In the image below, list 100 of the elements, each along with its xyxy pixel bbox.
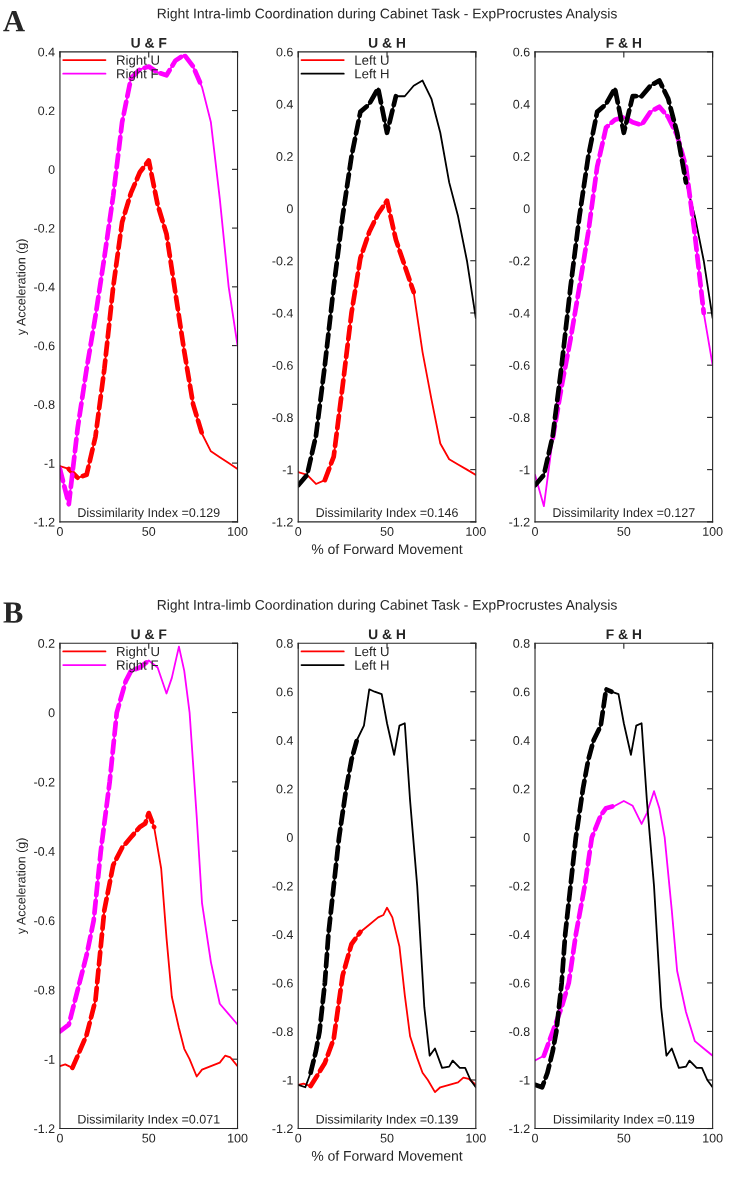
annotation: Dissimilarity Index =0.071 — [78, 1114, 220, 1127]
annotation: Dissimilarity Index =0.119 — [553, 1114, 695, 1127]
y-tick-label: -1 — [44, 459, 55, 468]
x-tick-label: 0 — [532, 527, 539, 536]
legend-label: Left U — [355, 55, 389, 65]
y-tick-label: 0.2 — [38, 106, 55, 116]
line-series — [298, 688, 476, 1089]
y-tick-label: 0.6 — [513, 687, 530, 697]
x-tick-label: 100 — [703, 527, 723, 536]
y-tick-label: 0.2 — [276, 784, 293, 794]
y-tick-label: 0 — [286, 833, 293, 842]
y-tick-label: -0.4 — [34, 846, 55, 856]
x-tick-label: 0 — [295, 527, 302, 536]
line-series — [541, 803, 618, 1059]
y-axis-title: y Acceleration (g) — [16, 239, 28, 336]
legend-label: Left U — [355, 646, 389, 657]
x-tick-label: 100 — [466, 1133, 486, 1143]
y-tick-label: 0.8 — [513, 638, 530, 648]
x-tick-label: 100 — [466, 527, 486, 536]
chart-title: U & F — [131, 629, 167, 640]
y-tick-label: -1 — [282, 465, 293, 475]
y-tick-label: -0.6 — [272, 360, 293, 370]
y-tick-label: -1 — [519, 1075, 530, 1085]
chart-subtitle: Right Intra-limb Coordination during Cabinet Task - ExpProcrustes Analysis — [157, 8, 617, 22]
y-tick-label: -0.8 — [272, 1027, 293, 1037]
y-tick-label: -1.2 — [509, 1124, 530, 1134]
y-tick-label: -0.6 — [34, 916, 55, 926]
y-tick-label: -1.2 — [34, 517, 55, 527]
x-tick-label: 100 — [228, 527, 248, 536]
y-tick-label: -0.6 — [509, 978, 530, 988]
x-tick-label: 50 — [380, 1133, 394, 1143]
y-tick-label: -0.4 — [272, 930, 293, 940]
y-tick-label: 0 — [48, 165, 55, 174]
y-tick-label: 0.4 — [276, 99, 293, 109]
x-axis-title: % of Forward Movement — [311, 1150, 463, 1161]
chart-title: F & H — [606, 629, 642, 640]
y-tick-label: -1 — [519, 465, 530, 475]
y-tick-label: -1.2 — [34, 1124, 55, 1134]
legend-label: Right U — [117, 646, 159, 659]
y-tick-label: 0.4 — [38, 47, 55, 57]
x-tick-label: 0 — [295, 1133, 302, 1143]
y-tick-label: -0.4 — [272, 308, 293, 318]
y-tick-label: 0.8 — [276, 638, 293, 648]
y-tick-label: -0.8 — [509, 1027, 530, 1037]
x-tick-label: 0 — [56, 1133, 63, 1143]
x-tick-label: 50 — [617, 527, 631, 536]
y-tick-label: 0.6 — [276, 47, 293, 57]
y-tick-label: 0.4 — [513, 736, 530, 745]
y-tick-label: -0.8 — [272, 413, 293, 423]
chart-title: U & H — [368, 629, 405, 640]
y-axis-title: y Acceleration (g) — [16, 838, 28, 935]
legend-label: Left H — [355, 68, 389, 79]
x-tick-label: 100 — [228, 1133, 248, 1143]
y-tick-label: -0.4 — [509, 930, 530, 940]
x-tick-label: 50 — [617, 1133, 631, 1143]
line-series — [308, 929, 363, 1089]
text: A — [3, 11, 25, 32]
chart-title: U & H — [368, 38, 405, 48]
y-tick-label: 0 — [523, 833, 530, 842]
y-tick-label: -0.8 — [509, 413, 530, 423]
x-tick-label: 100 — [703, 1133, 723, 1143]
y-tick-label: 0 — [523, 204, 530, 214]
text: B — [3, 602, 23, 623]
x-tick-label: 0 — [532, 1133, 539, 1143]
y-tick-label: -0.6 — [272, 978, 293, 988]
x-tick-label: 0 — [56, 527, 63, 536]
legend-label: Left H — [355, 660, 389, 670]
y-tick-label: -0.2 — [34, 223, 55, 233]
annotation: Dissimilarity Index =0.139 — [316, 1114, 458, 1127]
x-tick-label: 50 — [142, 527, 156, 536]
y-tick-label: 0.6 — [513, 47, 530, 57]
y-tick-label: 0.4 — [513, 99, 530, 109]
x-tick-label: 50 — [142, 1133, 156, 1143]
x-tick-label: 50 — [380, 527, 394, 536]
y-tick-label: 0.2 — [513, 784, 530, 794]
y-tick-label: -0.8 — [34, 400, 55, 409]
y-tick-label: 0 — [286, 204, 293, 214]
y-tick-label: -0.8 — [34, 985, 55, 995]
legend-label: Right U — [117, 55, 159, 68]
y-tick-label: -0.4 — [34, 282, 55, 292]
y-tick-label: 0.6 — [276, 687, 293, 697]
chart-title: U & F — [131, 38, 167, 48]
y-tick-label: -0.6 — [509, 360, 530, 370]
y-tick-label: -0.2 — [509, 256, 530, 266]
y-tick-label: -0.2 — [272, 881, 293, 891]
y-tick-label: 0.4 — [276, 736, 293, 745]
chart-subtitle: Right Intra-limb Coordination during Cabinet Task - ExpProcrustes Analysis — [157, 599, 617, 613]
annotation: Dissimilarity Index =0.129 — [78, 507, 220, 520]
y-tick-label: 0.2 — [38, 638, 55, 648]
y-tick-label: -0.4 — [509, 308, 530, 318]
line-series — [535, 790, 713, 1062]
y-tick-label: -0.2 — [509, 881, 530, 891]
x-axis-title: % of Forward Movement — [311, 543, 463, 555]
y-tick-label: 0 — [48, 708, 55, 718]
y-tick-label: -0.2 — [272, 256, 293, 266]
y-tick-label: -1.2 — [272, 1124, 293, 1134]
y-tick-label: -1 — [282, 1075, 293, 1085]
annotation: Dissimilarity Index =0.127 — [553, 507, 695, 520]
y-tick-label: -1.2 — [509, 517, 530, 527]
line-series — [298, 906, 476, 1094]
